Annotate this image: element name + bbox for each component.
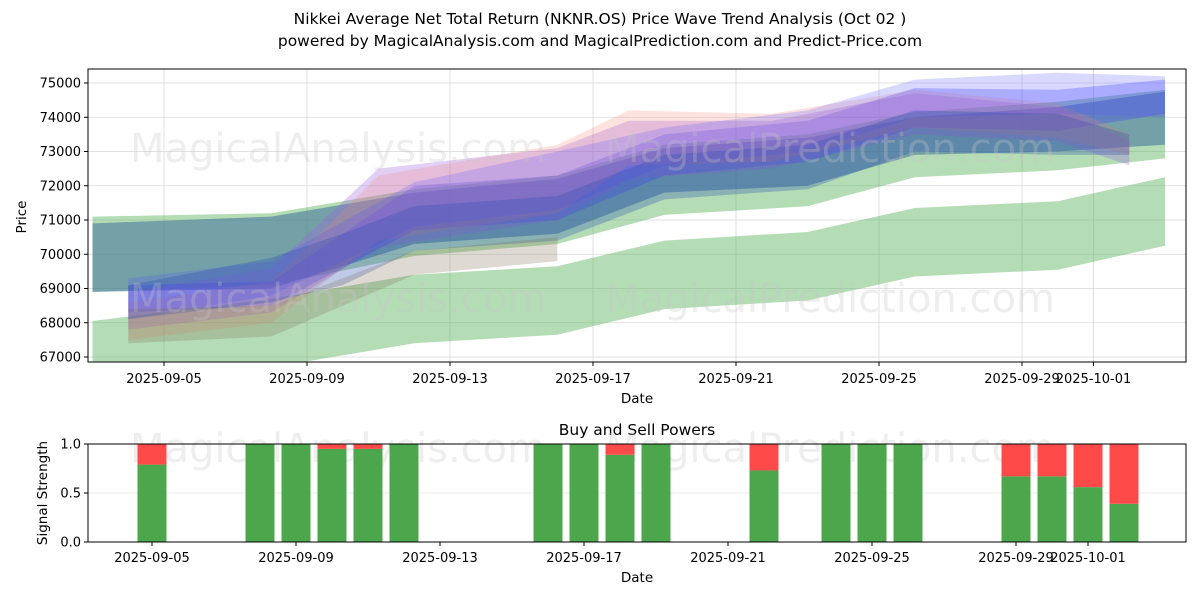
signal-x-tick-label: 2025-09-05 [114, 551, 190, 566]
buy-bar [894, 444, 923, 542]
sell-bar [1110, 444, 1139, 504]
price-y-tick-label: 75000 [40, 77, 81, 92]
watermark-text: MagicalAnalysis.com [130, 126, 546, 172]
sell-bar [1074, 444, 1103, 487]
price-x-tick-label: 2025-09-25 [841, 372, 917, 387]
price-y-tick-label: 69000 [40, 282, 81, 297]
price-x-axis-label: Date [621, 391, 653, 407]
buy-bar [246, 444, 275, 542]
buy-bar [570, 444, 599, 542]
buy-bar [750, 470, 779, 542]
buy-bar [606, 455, 635, 542]
price-y-tick-label: 72000 [40, 179, 81, 194]
buy-bar [534, 444, 563, 542]
signal-x-tick-label: 2025-09-29 [978, 551, 1054, 566]
price-x-tick-label: 2025-09-05 [126, 372, 202, 387]
buy-bar [282, 444, 311, 542]
sell-bar [606, 444, 635, 455]
price-y-tick-label: 73000 [40, 145, 81, 160]
buy-bar [1002, 476, 1031, 542]
price-y-tick-label: 68000 [40, 316, 81, 331]
signal-x-tick-label: 2025-09-21 [690, 551, 766, 566]
buy-bar [1110, 504, 1139, 542]
buy-bar [138, 465, 167, 542]
chart-canvas: MagicalAnalysis.com MagicalPrediction.com… [0, 0, 1200, 600]
signal-y-axis-label: Signal Strength [35, 441, 51, 545]
signal-x-tick-label: 2025-09-25 [834, 551, 910, 566]
signal-x-axis-label: Date [621, 570, 653, 586]
signal-y-tick-label: 0.5 [60, 487, 81, 502]
price-y-axis-label: Price [14, 201, 30, 234]
price-y-tick-label: 74000 [40, 111, 81, 126]
price-x-tick-label: 2025-09-21 [698, 372, 774, 387]
price-x-tick-label: 2025-10-01 [1056, 372, 1132, 387]
sell-bar [1038, 444, 1067, 476]
buy-bar [1074, 487, 1103, 542]
signal-y-tick-label: 1.0 [60, 438, 81, 453]
buy-bar [1038, 476, 1067, 542]
buy-bar [318, 449, 347, 542]
sell-bar [750, 444, 779, 470]
signal-y-tick-label: 0.0 [60, 536, 81, 551]
price-y-tick-label: 67000 [40, 351, 81, 366]
watermark-text: MagicalAnalysis.com [130, 276, 546, 322]
buy-bar [390, 444, 419, 542]
price-x-tick-label: 2025-09-17 [555, 372, 631, 387]
sell-bar [318, 444, 347, 449]
signal-x-tick-label: 2025-10-01 [1050, 551, 1126, 566]
signal-x-tick-label: 2025-09-17 [546, 551, 622, 566]
buy-bar [354, 449, 383, 542]
price-y-tick-label: 70000 [40, 248, 81, 263]
buy-bar [822, 444, 851, 542]
sell-bar [1002, 444, 1031, 476]
sell-bar [354, 444, 383, 449]
price-x-tick-label: 2025-09-13 [412, 372, 488, 387]
price-y-tick-label: 71000 [40, 214, 81, 229]
watermark-text: MagicalPrediction.com [605, 276, 1055, 322]
price-x-tick-label: 2025-09-09 [269, 372, 345, 387]
signal-x-tick-label: 2025-09-09 [258, 551, 334, 566]
sell-bar [138, 444, 167, 465]
watermark-text: MagicalPrediction.com [605, 126, 1055, 172]
signal-x-tick-label: 2025-09-13 [402, 551, 478, 566]
buy-bar [642, 444, 671, 542]
buy-bar [858, 444, 887, 542]
price-x-tick-label: 2025-09-29 [984, 372, 1060, 387]
